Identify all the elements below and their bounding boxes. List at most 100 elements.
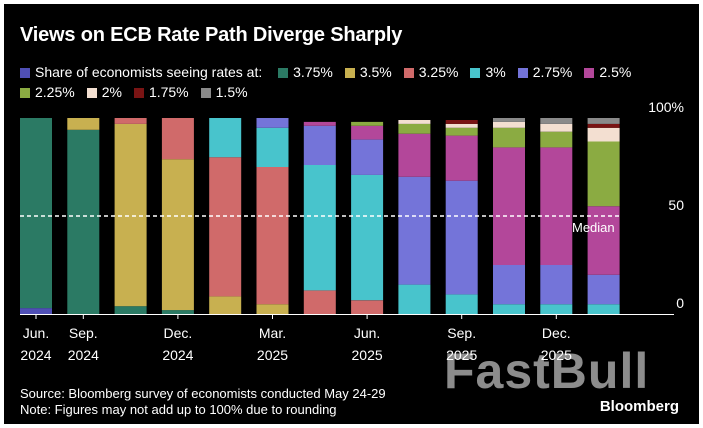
x-tick-year: 2024 bbox=[68, 347, 99, 363]
watermark-logo: FastBull bbox=[444, 343, 650, 399]
legend-label: 3% bbox=[485, 64, 506, 80]
legend-swatch bbox=[20, 88, 30, 98]
bar-segment bbox=[587, 141, 620, 207]
source-text: Source: Bloomberg survey of economists c… bbox=[20, 386, 386, 401]
legend-item: 1.75% bbox=[133, 82, 189, 102]
bar-segment bbox=[493, 304, 525, 314]
bar-segment bbox=[256, 304, 289, 314]
legend-label: 2.25% bbox=[35, 84, 75, 100]
legend-item: 3.5% bbox=[344, 62, 392, 82]
legend-label: 3.75% bbox=[293, 64, 333, 80]
legend-item: 3% bbox=[470, 62, 506, 82]
legend-swatch bbox=[20, 68, 30, 78]
bar-segment bbox=[493, 265, 525, 305]
bar-segment bbox=[351, 300, 384, 314]
bar-segment bbox=[493, 121, 525, 128]
legend-prefix-item: Share of economists seeing rates at: bbox=[20, 62, 262, 82]
bar-segment bbox=[587, 304, 620, 314]
bar-segment bbox=[493, 118, 525, 122]
x-tick-label: Mar. bbox=[259, 325, 286, 341]
bar-segment bbox=[161, 310, 194, 314]
bar-segment bbox=[398, 176, 431, 285]
bar-segment bbox=[398, 120, 431, 124]
legend-swatch bbox=[517, 68, 528, 78]
bar-segment bbox=[398, 284, 431, 314]
bar-segment bbox=[587, 206, 620, 275]
bar-segment bbox=[587, 274, 620, 305]
note-text: Note: Figures may not add up to 100% due… bbox=[20, 402, 337, 417]
bar-segment bbox=[303, 125, 336, 165]
legend-swatch bbox=[470, 68, 481, 78]
bar-segment bbox=[445, 180, 478, 295]
legend-swatch bbox=[403, 68, 414, 78]
bar-segment bbox=[209, 118, 242, 158]
bar-segment bbox=[540, 304, 573, 314]
legend-item: 2.75% bbox=[517, 62, 573, 82]
bar-segment bbox=[445, 123, 478, 128]
bar-segment bbox=[256, 167, 289, 305]
x-tick-year: 2024 bbox=[20, 347, 51, 363]
legend-swatch bbox=[133, 88, 144, 98]
bar-segment bbox=[445, 294, 478, 314]
legend-label: 3.25% bbox=[418, 64, 459, 80]
x-tick-year: 2025 bbox=[257, 347, 288, 363]
bar-segment bbox=[398, 123, 431, 134]
bar-segment bbox=[209, 296, 242, 314]
bar-segment bbox=[67, 129, 100, 314]
bar-segment bbox=[540, 118, 573, 124]
x-tick-label: Jun. bbox=[23, 325, 49, 341]
bar-segment bbox=[20, 308, 52, 314]
bar-segment bbox=[67, 118, 100, 130]
bar-segment bbox=[587, 118, 620, 124]
legend-label: 2.5% bbox=[599, 64, 632, 80]
chart-card: Views on ECB Rate Path Diverge Sharply S… bbox=[4, 4, 699, 424]
y-tick-label: 0 bbox=[676, 295, 684, 311]
bar-segment bbox=[114, 306, 147, 314]
legend-label: 2.75% bbox=[532, 64, 573, 80]
legend-swatch bbox=[584, 68, 595, 78]
legend-item: 1.5% bbox=[200, 82, 248, 102]
legend-prefix: Share of economists seeing rates at: bbox=[35, 64, 263, 80]
legend-label: 1.5% bbox=[215, 84, 248, 100]
chart-title: Views on ECB Rate Path Diverge Sharply bbox=[20, 24, 403, 46]
bar-segment bbox=[303, 121, 336, 126]
median-label: Median bbox=[572, 220, 615, 235]
bar-segment bbox=[540, 123, 573, 132]
bar-segment bbox=[398, 133, 431, 177]
bar-segment bbox=[540, 147, 573, 265]
bar-segment bbox=[161, 118, 194, 160]
legend-swatch bbox=[278, 68, 289, 78]
legend-swatch bbox=[344, 68, 355, 78]
x-tick-label: Jun. bbox=[354, 325, 380, 341]
legend-item: 2.5% bbox=[584, 62, 631, 82]
bar-segment bbox=[256, 118, 289, 128]
bar-segment bbox=[303, 290, 336, 314]
bar-segment bbox=[351, 174, 384, 301]
bar-segment bbox=[114, 118, 147, 124]
y-tick-label: 100% bbox=[648, 99, 684, 115]
legend-label: 3.5% bbox=[359, 64, 392, 80]
y-tick-label: 50 bbox=[668, 197, 684, 213]
bar-segment bbox=[587, 127, 620, 142]
bar-segment bbox=[20, 118, 52, 309]
legend-item: 2.25% bbox=[20, 82, 75, 102]
bar-segment bbox=[540, 131, 573, 148]
legend-label: 2% bbox=[101, 84, 122, 100]
bar-segment bbox=[351, 121, 384, 126]
legend-item: 3.75% bbox=[278, 62, 333, 82]
bar-segment bbox=[493, 127, 525, 148]
bar-segment bbox=[351, 125, 384, 140]
bar-segment bbox=[493, 147, 525, 265]
bar-segment bbox=[114, 123, 147, 307]
x-tick-label: Dec. bbox=[164, 325, 193, 341]
stacked-bar-chart: Median 100% 50 0 Jun. 2024 Sep. 2024 Dec. 2024 Mar… bbox=[20, 99, 684, 363]
bar-segment bbox=[445, 135, 478, 181]
bar-segment bbox=[587, 123, 620, 128]
bar-segment bbox=[445, 120, 478, 124]
legend-swatch bbox=[86, 88, 97, 98]
bar-segment bbox=[540, 265, 573, 305]
x-tick-year: 2025 bbox=[446, 347, 477, 363]
bar-segment bbox=[351, 139, 384, 175]
x-tick-label: Sep. bbox=[447, 325, 476, 341]
x-tick-year: 2024 bbox=[162, 347, 193, 363]
